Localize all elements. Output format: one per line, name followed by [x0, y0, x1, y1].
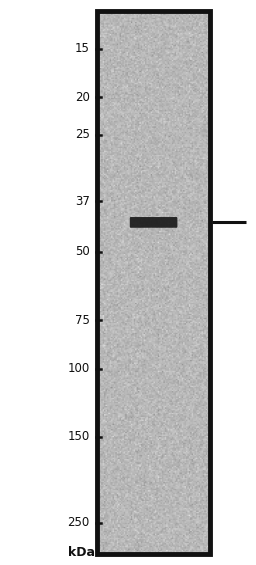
Text: 15: 15	[75, 42, 90, 55]
Text: 20: 20	[75, 91, 90, 104]
Text: 75: 75	[75, 314, 90, 327]
FancyBboxPatch shape	[97, 11, 210, 554]
Text: kDa: kDa	[68, 546, 95, 559]
Text: 25: 25	[75, 128, 90, 141]
Text: 37: 37	[75, 194, 90, 207]
Text: 50: 50	[75, 245, 90, 258]
Text: 150: 150	[67, 431, 90, 444]
Text: 250: 250	[67, 516, 90, 529]
FancyBboxPatch shape	[130, 217, 177, 228]
Text: 100: 100	[67, 362, 90, 375]
